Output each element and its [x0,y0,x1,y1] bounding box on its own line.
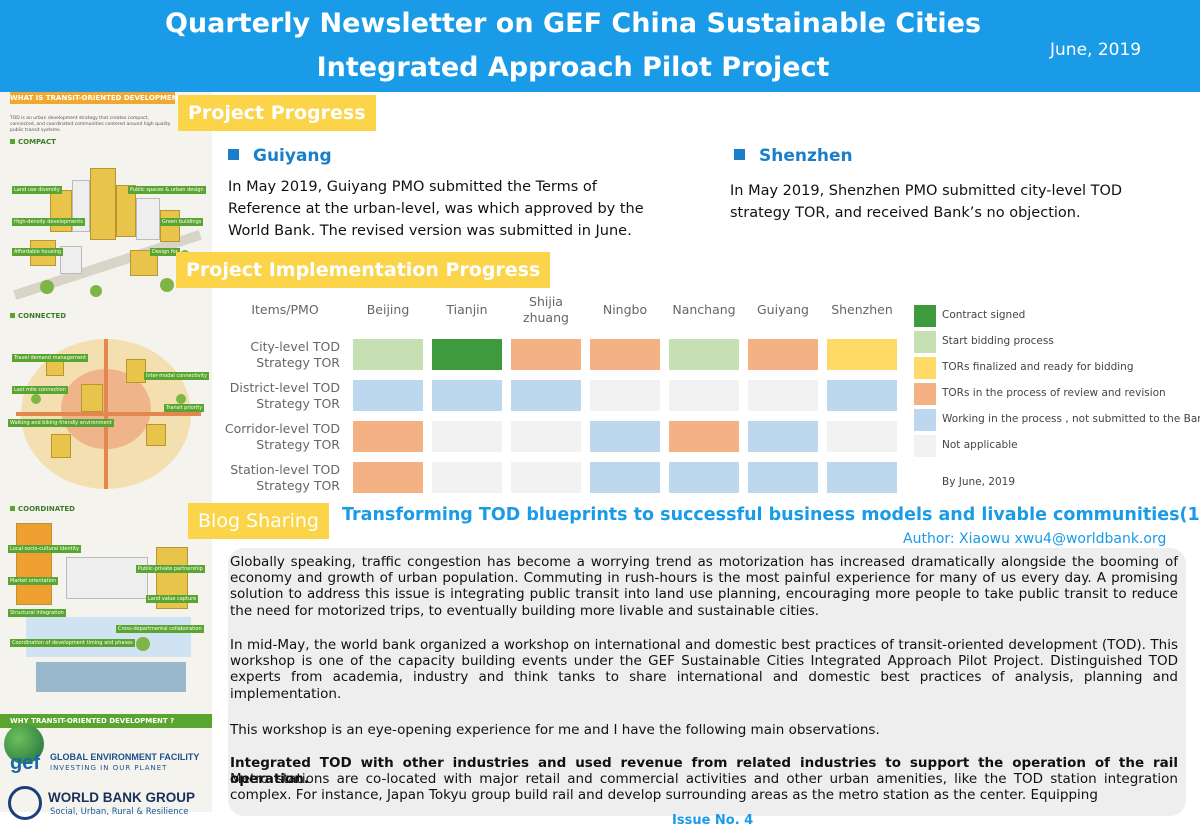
issue-date: June, 2019 [1050,40,1142,60]
gef-logo-mark: gef [10,752,40,774]
gef-globe-icon [4,724,44,764]
legend-swatch [914,357,936,379]
coordinated-marker-icon [10,506,15,511]
column-header: Beijing [366,302,410,317]
legend-swatch [914,409,936,431]
status-cell [669,339,739,370]
status-cell [827,380,897,411]
column-header: Nanchang [672,302,736,317]
status-cell [827,421,897,452]
compact-city-illustration: Land use diversity Public spaces & urban… [10,150,206,320]
row-header: Station-level TOD Strategy TOR [230,462,340,493]
guiyang-text: In May 2019, Guiyang PMO submitted the T… [228,179,644,239]
column-header: Tianjin [446,302,488,317]
status-cell [590,380,660,411]
blog-paragraph-3: This workshop is an eye-opening experien… [230,722,880,738]
blog-sharing-tag: Blog Sharing [188,503,329,539]
world-bank-tagline: Social, Urban, Rural & Resilience [50,807,189,817]
bullet-square-icon [734,149,745,160]
status-cell [748,339,818,370]
legend-label: Working in the process , not submitted t… [942,413,1200,425]
what-text: TOD is an urban development strategy tha… [10,116,171,133]
status-cell [748,462,818,493]
what-heading-bar [10,92,175,104]
status-cell [432,462,502,493]
column-header: Guiyang [757,302,809,317]
blog-panel [228,548,1186,816]
connected-marker-icon [10,313,15,318]
gef-tagline: INVESTING IN OUR PLANET [50,764,168,772]
legend-swatch [914,435,936,457]
status-cell [827,462,897,493]
project-progress-tag: Project Progress [178,95,376,131]
shenzhen-text: In May 2019, Shenzhen PMO submitted city… [730,183,1123,221]
gef-name: GLOBAL ENVIRONMENT FACILITY [50,752,200,762]
status-cell [353,339,423,370]
status-cell [432,380,502,411]
status-cell [748,421,818,452]
legend-label: Start bidding process [942,335,1054,347]
legend-swatch [914,305,936,327]
status-cell [353,421,423,452]
legend-label: Contract signed [942,309,1026,321]
column-header: Shijia zhuang [523,294,569,325]
status-cell [353,462,423,493]
row-header: City-level TOD Strategy TOR [250,339,340,370]
implementation-progress-tag: Project Implementation Progress [176,252,551,288]
header-banner [0,0,1200,92]
what-heading: WHAT IS TRANSIT-ORIENTED DEVELOPMENT [10,94,183,102]
status-cell [511,462,581,493]
why-heading: WHY TRANSIT-ORIENTED DEVELOPMENT ? [10,717,175,725]
blog-paragraph-4: Metro stations are co-located with major… [230,771,1178,804]
status-note: By June, 2019 [942,476,1016,488]
status-cell [511,380,581,411]
issue-number: Issue No. 4 [672,813,754,828]
column-header: Ningbo [602,302,648,317]
row-header: District-level TOD Strategy TOR [229,380,340,411]
blog-author: Author: Xiaowu xwu4@worldbank.org [903,531,1167,547]
guiyang-heading: Guiyang [228,146,332,166]
blog-paragraph-4-heading: Integrated TOD with other industries and… [230,755,1178,788]
shenzhen-heading: Shenzhen [734,146,853,166]
status-cell [669,380,739,411]
column-header: Shenzhen [831,302,893,317]
bullet-square-icon [228,149,239,160]
status-cell [748,380,818,411]
compact-marker-icon [10,139,15,144]
status-cell [590,339,660,370]
status-cell [432,421,502,452]
legend-label: Not applicable [942,439,1018,451]
status-cell [432,339,502,370]
legend-label: TORs finalized and ready for bidding [942,361,1134,373]
status-cell [827,339,897,370]
status-cell [590,421,660,452]
legend-swatch [914,331,936,353]
table-corner-header: Items/PMO [251,302,319,317]
status-cell [590,462,660,493]
title-line-1: Quarterly Newsletter on GEF China Sustai… [164,8,982,39]
coordinated-label: COORDINATED [10,505,75,513]
title-line-2: Integrated Approach Pilot Project [316,52,830,83]
legend-label: TORs in the process of review and revisi… [942,387,1166,399]
world-bank-name: WORLD BANK GROUP [48,790,195,805]
coordinated-city-illustration: Local socio-cultural identity Public-pri… [6,517,206,707]
why-bar [0,714,212,728]
row-header: Corridor-level TOD Strategy TOR [224,421,340,452]
status-cell [669,421,739,452]
tod-infographic: WHAT IS TRANSIT-ORIENTED DEVELOPMENT TOD… [0,92,212,812]
blog-paragraph-1: Globally speaking, traffic congestion ha… [230,554,1178,619]
status-cell [669,462,739,493]
connected-label: CONNECTED [10,312,66,320]
status-cell [353,380,423,411]
newsletter-title: Quarterly Newsletter on GEF China Sustai… [100,2,1046,90]
compact-label: COMPACT [10,138,56,146]
world-bank-globe-icon [8,786,42,820]
blog-paragraph-2: In mid-May, the world bank organized a w… [230,637,1178,702]
connected-city-illustration: Travel demand management Inter-modal con… [6,324,209,499]
legend-swatch [914,383,936,405]
status-cell [511,339,581,370]
status-cell [511,421,581,452]
blog-title: Transforming TOD blueprints to successfu… [342,505,1200,525]
